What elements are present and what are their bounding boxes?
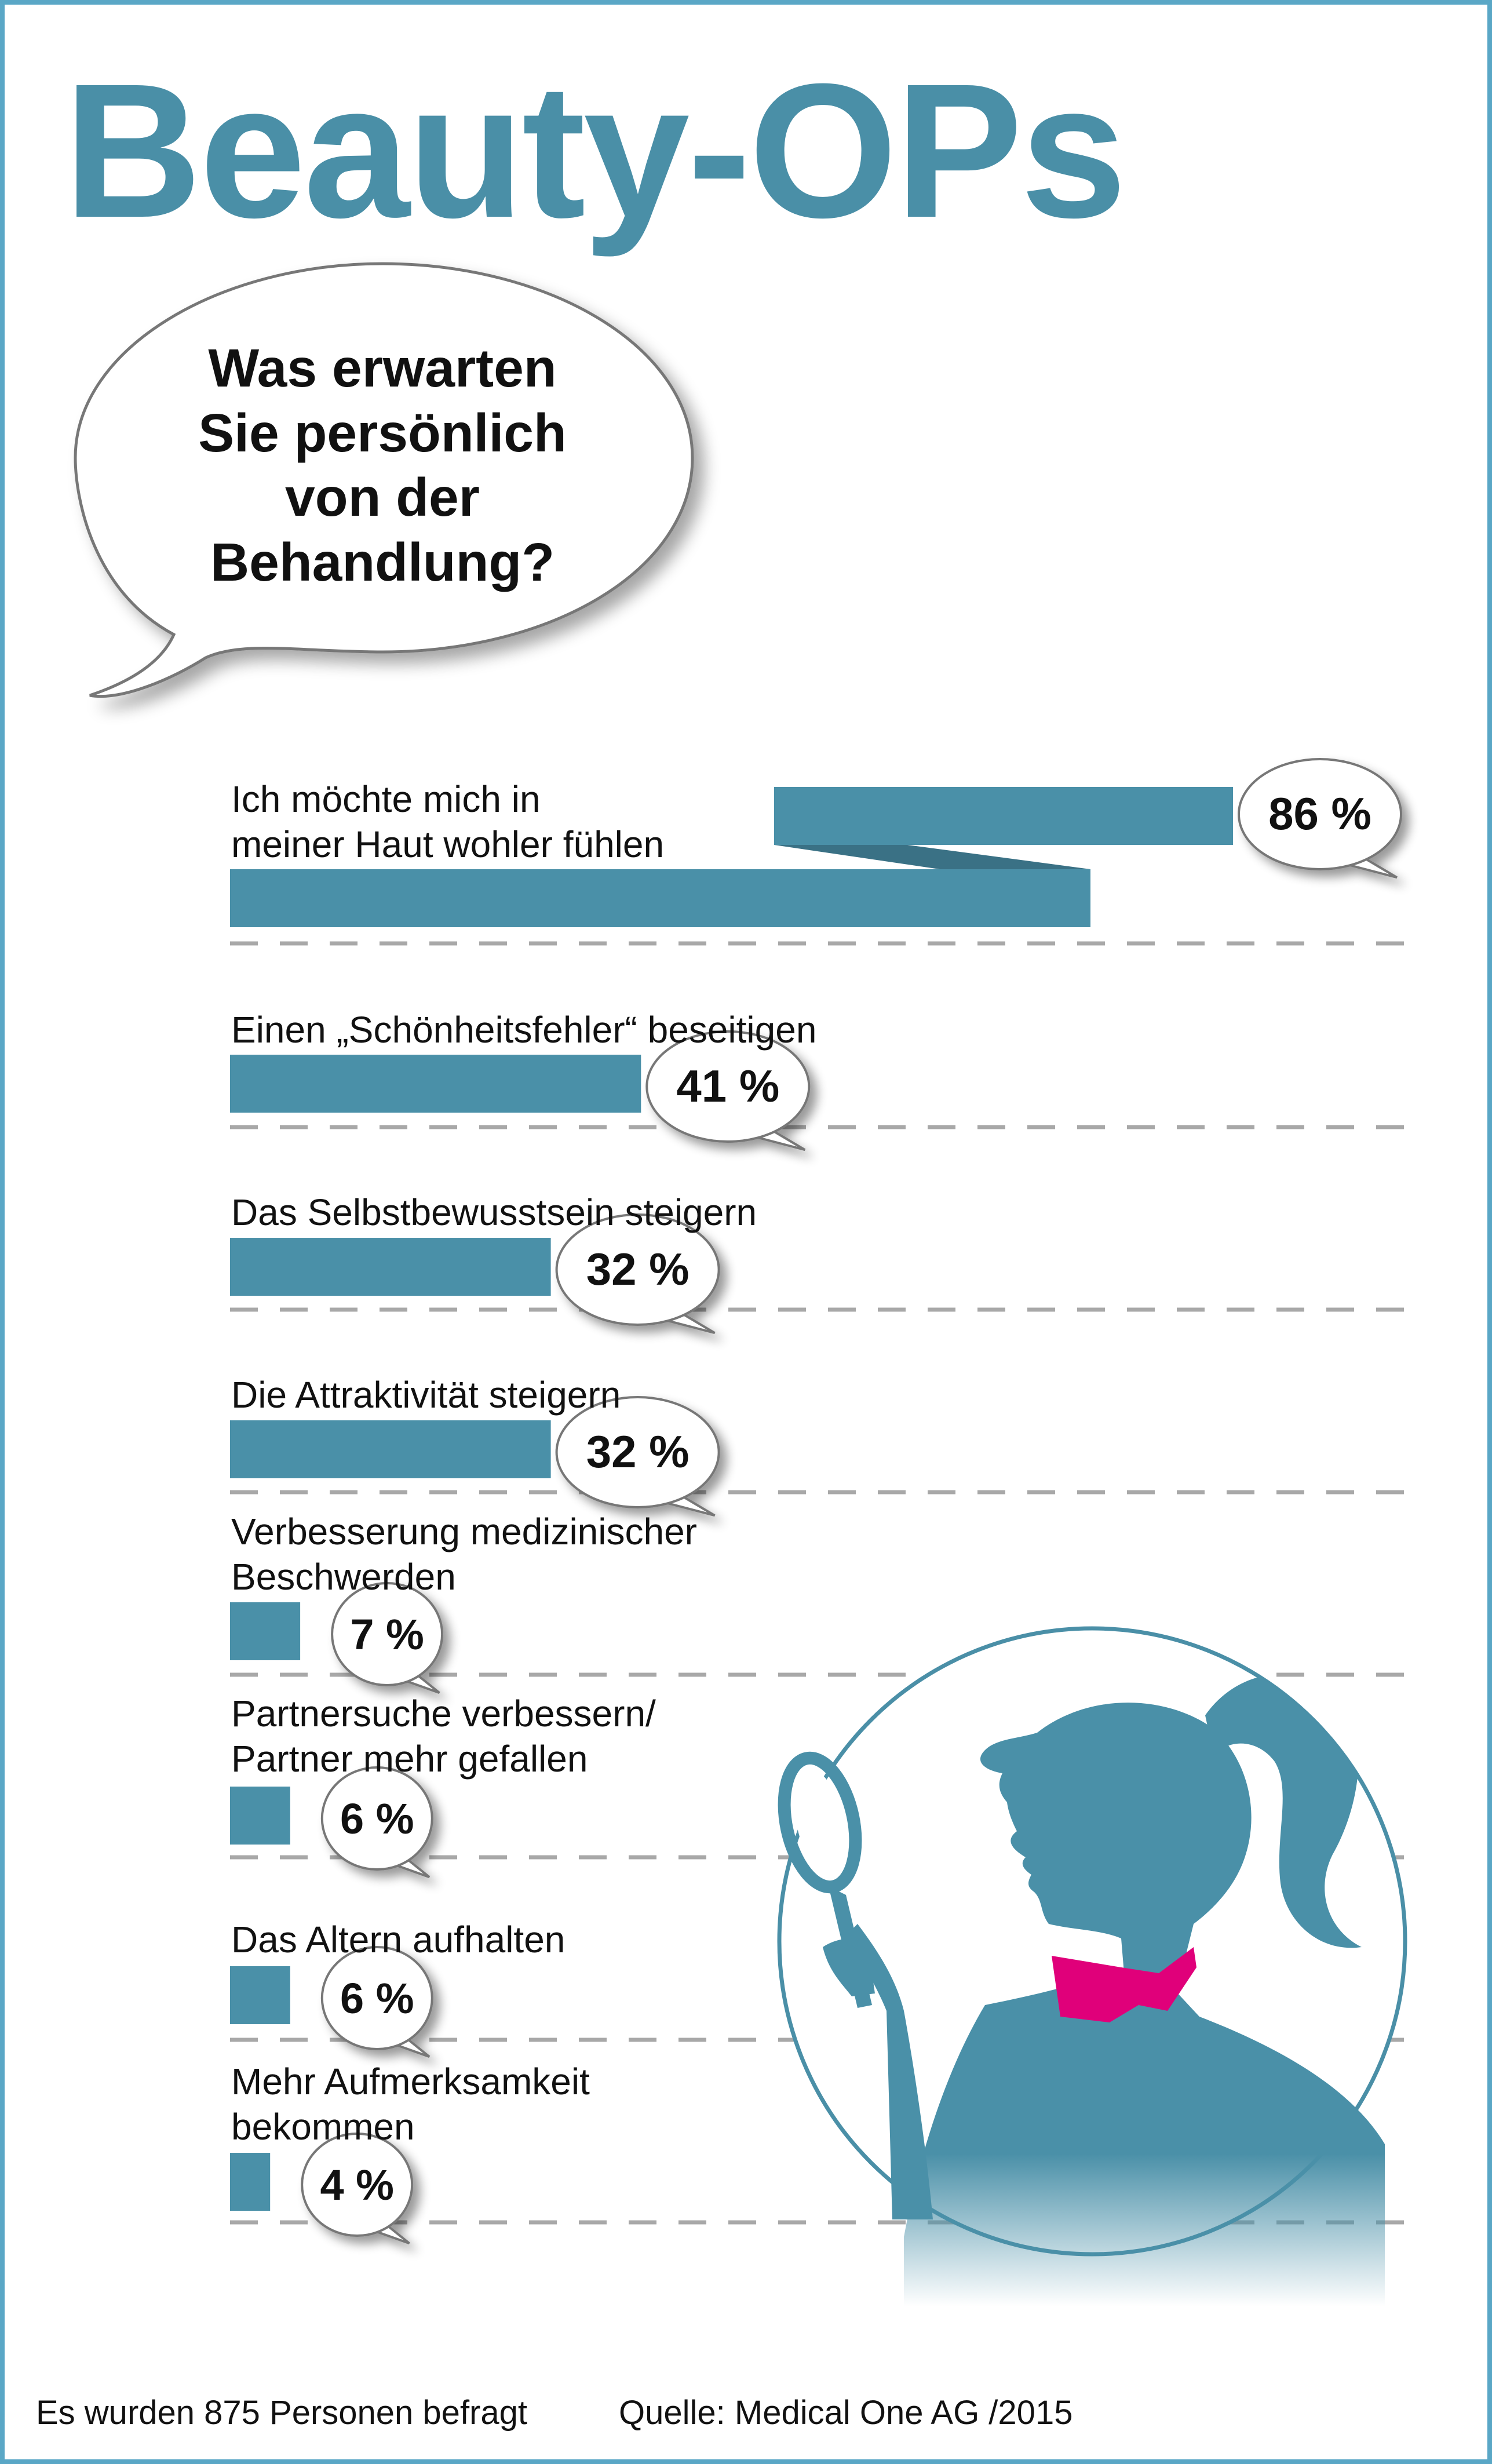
category-label: Einen „Schönheitsfehler“ beseitigen: [231, 1007, 816, 1052]
category-label: Verbesserung medizinischer Beschwerden: [231, 1509, 697, 1599]
category-label: Partnersuche verbessern/Partner mehr gef…: [231, 1691, 656, 1781]
value-bubble: [555, 1213, 720, 1335]
value-label: 32 %: [586, 1244, 690, 1295]
category-label: Mehr Aufmerksamkeit bekommen: [231, 2059, 590, 2149]
bar: [230, 1602, 301, 1660]
category-label-line: meiner Haut wohler fühlen: [231, 823, 665, 866]
category-label-line: Das Selbstbewusstsein steigern: [231, 1191, 757, 1233]
value-label: 32 %: [586, 1426, 690, 1477]
question-line: Behandlung?: [210, 531, 555, 592]
value-label: 7 %: [350, 1610, 424, 1659]
value-label: 4 %: [320, 2161, 394, 2209]
bar: [230, 1238, 551, 1296]
woman-head: [980, 1703, 1252, 1980]
bar: [774, 787, 1233, 845]
category-label: Ich möchte mich in meiner Haut wohler füh…: [231, 777, 664, 867]
value-bubble-shape: [555, 1213, 720, 1326]
value-bubble-shape: [555, 1396, 720, 1508]
value-labels-layer: 86 % 41 % 32 % 32 % 7 % 6 % 6 % 4 %: [301, 758, 1402, 2245]
value-bubble-shape: [1238, 758, 1402, 870]
category-label-line: bekommen: [231, 2106, 415, 2148]
speech-bubble-shape: [74, 262, 694, 698]
category-label-line: Beschwerden: [231, 1556, 456, 1598]
hand-mirror-icon: [778, 1751, 872, 2008]
value-bubble: [320, 1946, 433, 2058]
bar: [230, 1055, 641, 1113]
bar: [230, 869, 1090, 927]
bar: [230, 1966, 290, 2024]
question-text: Was erwarten Sie persönlich von der Beha…: [127, 336, 637, 595]
woman-with-mirror-illustration: [777, 1626, 1407, 2306]
category-label: Das Altern aufhalten: [231, 1917, 565, 1962]
sample-note: Es wurden 875 Personen befragt: [36, 2394, 527, 2432]
woman-body: [904, 1967, 1385, 2306]
category-label-line: Die Attraktivität steigern: [231, 1374, 621, 1416]
value-label: 41 %: [676, 1060, 779, 1111]
value-bubble: [645, 1030, 811, 1151]
value-label: 6 %: [340, 1974, 414, 2022]
category-label-line: Verbesserung medizinischer: [231, 1511, 697, 1552]
value-bubble: [320, 1766, 433, 1879]
value-bubble-shape: [645, 1030, 811, 1143]
category-label-line: Mehr Aufmerksamkeit: [231, 2061, 590, 2102]
pink-collar: [1052, 1947, 1196, 2022]
speech-bubble: [74, 262, 694, 698]
bar: [230, 1420, 551, 1478]
page-title: Beauty-OPs: [64, 43, 1127, 257]
category-label-line: Ich möchte mich in: [231, 778, 541, 820]
value-label: 6 %: [340, 1795, 414, 1843]
category-label: Das Selbstbewusstsein steigern: [231, 1190, 757, 1235]
value-bubble-shape: [320, 1766, 433, 1871]
bars-layer: [230, 787, 1233, 2211]
value-bubble: [331, 1582, 444, 1694]
category-label-line: Das Altern aufhalten: [231, 1919, 566, 1960]
category-label-line: Partner mehr gefallen: [231, 1738, 588, 1780]
value-bubble: [555, 1396, 720, 1517]
question-line: Sie persönlich: [198, 402, 567, 463]
woman-ponytail: [1205, 1674, 1362, 1948]
source-note: Quelle: Medical One AG /2015: [619, 2394, 1073, 2432]
category-label-line: Partnersuche verbessern/: [231, 1693, 656, 1734]
value-bubble-shape: [331, 1582, 444, 1686]
value-bubble-shape: [320, 1946, 433, 2050]
question-line: Was erwarten: [208, 338, 557, 398]
value-bubble-shape: [301, 2133, 414, 2237]
woman-arm: [852, 1924, 933, 2219]
value-bubble: [1238, 758, 1402, 879]
bar: [230, 1787, 290, 1845]
category-label: Die Attraktivität steigern: [231, 1372, 621, 1417]
value-bubble: [301, 2133, 414, 2245]
bar-break: [774, 845, 1090, 869]
category-label-line: Einen „Schönheitsfehler“ beseitigen: [231, 1009, 817, 1051]
bar: [230, 2153, 271, 2211]
question-line: von der: [285, 467, 480, 528]
value-label: 86 %: [1268, 788, 1371, 839]
